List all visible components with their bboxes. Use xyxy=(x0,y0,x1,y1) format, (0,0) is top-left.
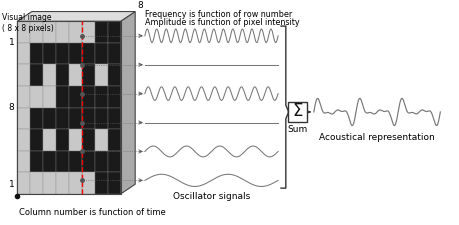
Bar xyxy=(82,86,95,108)
Bar xyxy=(43,108,56,129)
Bar xyxy=(17,64,30,86)
Bar xyxy=(56,129,69,151)
Text: Visual image
( 8 x 8 pixels): Visual image ( 8 x 8 pixels) xyxy=(2,14,54,33)
Bar xyxy=(108,86,121,108)
Bar xyxy=(108,64,121,86)
Bar xyxy=(43,43,56,64)
Bar xyxy=(108,21,121,43)
Bar xyxy=(30,151,43,172)
Text: 1: 1 xyxy=(9,38,15,47)
Bar xyxy=(82,172,95,194)
Bar xyxy=(30,64,43,86)
Bar xyxy=(108,172,121,194)
Bar xyxy=(56,86,69,108)
Bar xyxy=(43,151,56,172)
Bar xyxy=(17,21,30,43)
Bar xyxy=(43,64,56,86)
Bar xyxy=(43,172,56,194)
Bar xyxy=(95,129,108,151)
Bar xyxy=(30,108,43,129)
Bar xyxy=(95,86,108,108)
Text: Oscillator signals: Oscillator signals xyxy=(173,192,250,201)
Text: 8: 8 xyxy=(137,1,143,10)
Text: Column number is function of time: Column number is function of time xyxy=(19,207,166,216)
Bar xyxy=(17,21,121,194)
Bar xyxy=(69,43,82,64)
Bar xyxy=(69,21,82,43)
Text: Frequency is function of row number: Frequency is function of row number xyxy=(145,10,292,19)
Bar xyxy=(95,108,108,129)
Bar xyxy=(95,21,108,43)
Bar xyxy=(69,172,82,194)
Text: 1: 1 xyxy=(9,180,15,189)
Bar xyxy=(30,86,43,108)
Bar xyxy=(82,64,95,86)
Bar xyxy=(69,151,82,172)
Bar xyxy=(82,43,95,64)
Text: Acoustical representation: Acoustical representation xyxy=(319,133,434,142)
Bar xyxy=(69,129,82,151)
Bar xyxy=(82,129,95,151)
Bar xyxy=(56,172,69,194)
Bar xyxy=(95,43,108,64)
Bar xyxy=(17,43,30,64)
Bar xyxy=(82,151,95,172)
Polygon shape xyxy=(17,11,135,21)
Polygon shape xyxy=(121,11,135,194)
Bar xyxy=(56,21,69,43)
Bar xyxy=(108,129,121,151)
Text: Sum: Sum xyxy=(287,125,308,134)
Bar xyxy=(95,151,108,172)
Bar xyxy=(43,21,56,43)
Bar xyxy=(95,172,108,194)
Bar xyxy=(56,151,69,172)
Bar xyxy=(82,21,95,43)
Bar xyxy=(69,64,82,86)
Bar xyxy=(69,86,82,108)
Bar xyxy=(43,129,56,151)
Bar xyxy=(56,108,69,129)
Bar xyxy=(30,172,43,194)
Bar xyxy=(56,64,69,86)
Bar xyxy=(17,108,30,129)
Bar xyxy=(56,43,69,64)
Text: $\Sigma$: $\Sigma$ xyxy=(292,102,303,120)
Bar xyxy=(288,102,307,122)
Bar xyxy=(69,108,82,129)
Bar xyxy=(30,21,43,43)
Bar xyxy=(17,86,30,108)
Bar xyxy=(82,108,95,129)
Bar xyxy=(17,172,30,194)
Bar xyxy=(43,86,56,108)
Text: 8: 8 xyxy=(9,103,15,112)
Text: Amplitude is function of pixel intensity: Amplitude is function of pixel intensity xyxy=(145,18,299,27)
Bar xyxy=(17,151,30,172)
Bar xyxy=(17,129,30,151)
Bar xyxy=(108,43,121,64)
Bar xyxy=(30,129,43,151)
Bar xyxy=(108,151,121,172)
Bar xyxy=(95,64,108,86)
Bar xyxy=(30,43,43,64)
Bar xyxy=(108,108,121,129)
